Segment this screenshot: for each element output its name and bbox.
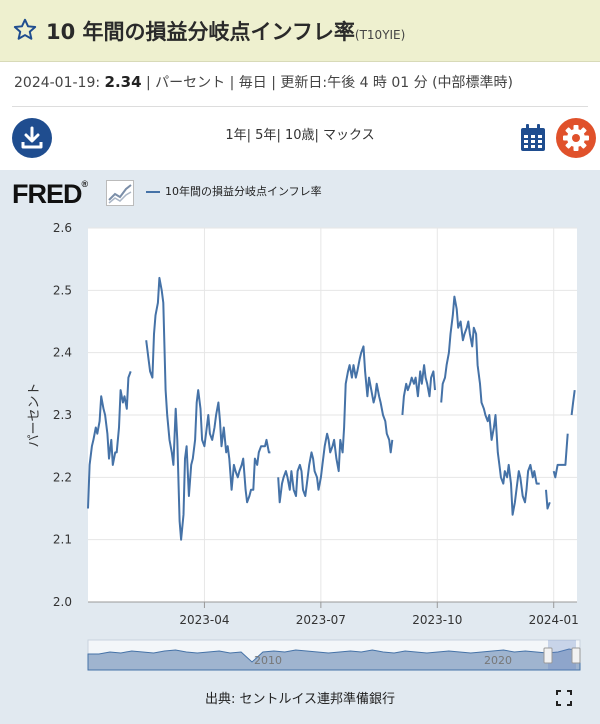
chart-source: 出典: セントルイス連邦準備銀行	[204, 692, 396, 707]
fred-logo-mark: ®	[81, 179, 89, 189]
observation-meta: | パーセント | 毎日 | 更新日:午後 4 時 01 分 (中部標準時)	[146, 75, 514, 91]
navigator-handle[interactable]	[571, 647, 581, 664]
date-range-selector: 1年| 5年| 10歳| マックス	[0, 124, 600, 143]
x-tick-label: 2024-01	[529, 613, 579, 627]
observation-date: 2024-01-19:	[14, 75, 101, 91]
y-tick-label: 2.3	[53, 408, 72, 422]
legend-label: 10年間の損益分岐点インフレ率	[165, 185, 322, 198]
observation-info: 2024-01-19: 2.34 | パーセント | 毎日 | 更新日:午後 4…	[14, 72, 513, 92]
y-axis-label: パーセント	[27, 382, 42, 447]
observation-value: 2.34	[104, 73, 142, 91]
range-10y[interactable]: | 10歳	[276, 128, 315, 143]
download-icon	[21, 126, 43, 149]
series-id: (T10YIE)	[354, 28, 406, 42]
y-tick-label: 2.1	[53, 533, 72, 547]
fred-graph-icon	[106, 180, 134, 206]
x-tick-label: 2023-04	[179, 613, 229, 627]
range-1y[interactable]: 1年	[225, 128, 247, 143]
download-button[interactable]	[12, 118, 52, 158]
chart-legend: 10年間の損益分岐点インフレ率	[146, 183, 322, 199]
chart-toolbar: 1年| 5年| 10歳| マックス	[0, 110, 600, 170]
y-tick-label: 2.0	[53, 595, 72, 609]
range-max[interactable]: | マックス	[314, 128, 375, 143]
x-tick-label: 2023-07	[296, 613, 346, 627]
y-tick-label: 2.4	[53, 346, 72, 360]
favorite-star-icon[interactable]	[12, 17, 38, 43]
y-tick-label: 2.5	[53, 283, 72, 297]
settings-button[interactable]	[556, 118, 596, 158]
title-bar: 10 年間の損益分岐点インフレ率(T10YIE)	[0, 0, 600, 62]
fred-logo-text: FRED	[12, 179, 82, 209]
y-tick-label: 2.6	[53, 221, 72, 235]
navigator-label: 2010	[254, 654, 282, 667]
gear-icon	[563, 125, 589, 151]
series-line[interactable]	[87, 276, 576, 541]
y-tick-label: 2.2	[53, 470, 72, 484]
series-title: 10 年間の損益分岐点インフレ率	[46, 20, 355, 44]
legend-swatch	[146, 191, 160, 193]
calendar-icon[interactable]	[520, 124, 546, 152]
range-5y[interactable]: | 5年	[246, 128, 277, 143]
x-tick-label: 2023-10	[412, 613, 462, 627]
navigator-series	[87, 648, 581, 671]
navigator-label: 2020	[484, 654, 512, 667]
fullscreen-icon[interactable]	[556, 690, 572, 706]
navigator-window[interactable]	[548, 640, 576, 670]
page-title: 10 年間の損益分岐点インフレ率(T10YIE)	[46, 16, 405, 46]
divider	[12, 106, 588, 107]
fred-logo[interactable]: FRED®	[12, 179, 89, 210]
navigator-handle[interactable]	[543, 647, 553, 664]
